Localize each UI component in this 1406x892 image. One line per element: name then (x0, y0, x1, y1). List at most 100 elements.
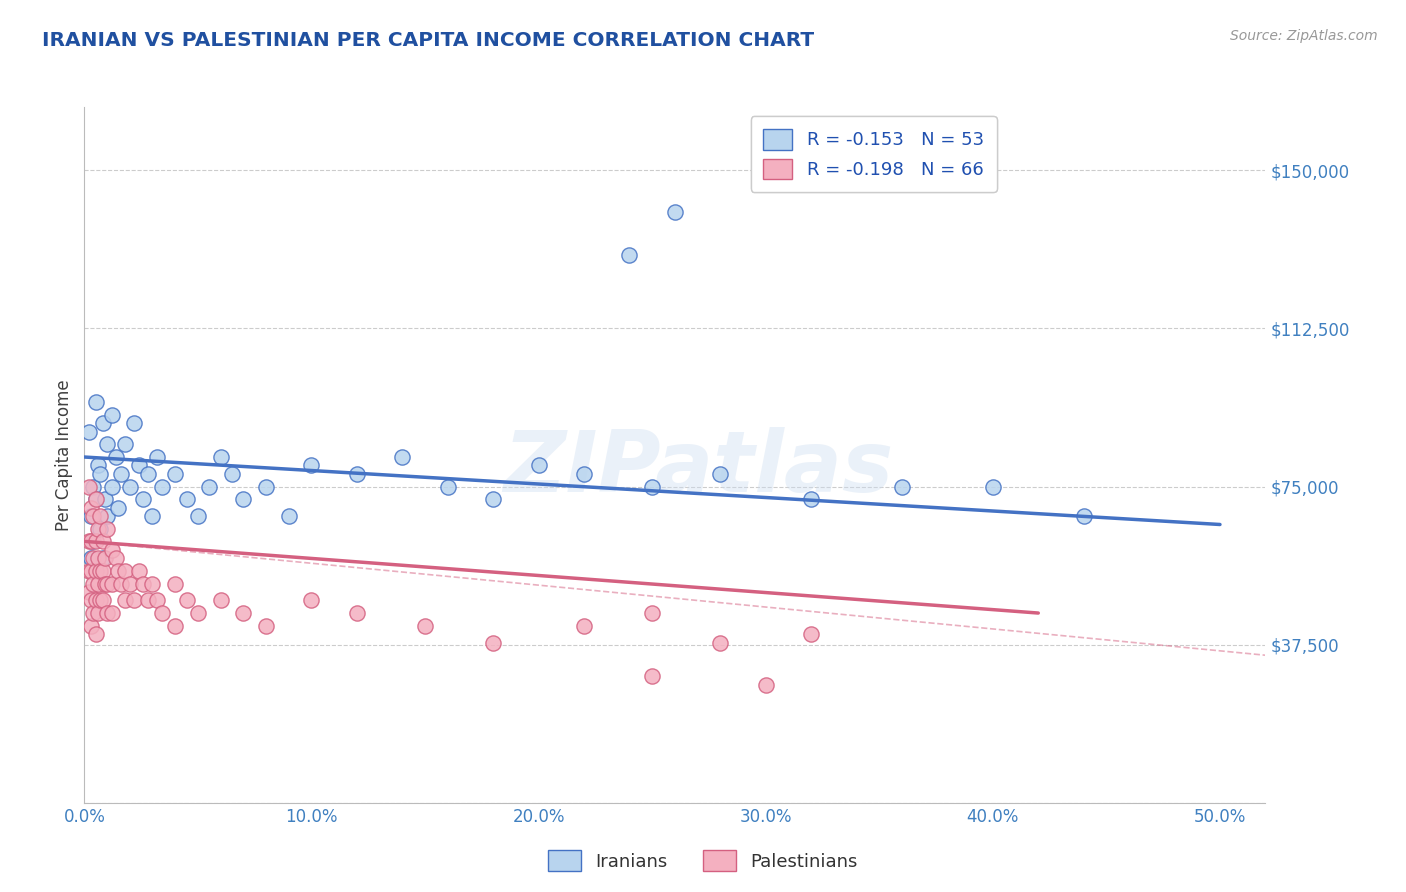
Point (118, 576, 141, 591)
Point (94, 576, 117, 591)
Point (110, 467, 132, 481)
Point (82, 509, 104, 524)
Point (91, 564, 114, 578)
Point (87, 458, 110, 473)
Point (176, 593, 198, 607)
Point (96, 437, 118, 451)
Point (89, 522, 111, 536)
Point (114, 564, 136, 578)
Legend: R = -0.153   N = 53, R = -0.198   N = 66: R = -0.153 N = 53, R = -0.198 N = 66 (751, 116, 997, 192)
Point (641, 606, 664, 620)
Point (124, 593, 146, 607)
Point (87, 522, 110, 536)
Point (80, 500, 103, 515)
Point (89, 564, 111, 578)
Point (277, 509, 299, 524)
Point (301, 458, 323, 473)
Point (482, 635, 505, 649)
Point (391, 450, 413, 464)
Point (755, 678, 778, 692)
Point (150, 479, 173, 493)
Point (209, 450, 232, 464)
Point (110, 576, 132, 591)
Point (413, 618, 436, 632)
Point (128, 458, 150, 473)
Point (187, 509, 209, 524)
Point (165, 467, 187, 481)
Point (619, 247, 641, 261)
Point (91, 551, 114, 566)
Point (84, 492, 107, 507)
Point (709, 635, 731, 649)
Point (981, 479, 1004, 493)
Point (254, 618, 277, 632)
Point (91, 593, 114, 607)
Point (254, 479, 277, 493)
Point (176, 492, 198, 507)
Point (82, 479, 104, 493)
Point (84, 627, 107, 641)
Point (80, 618, 103, 632)
Point (77, 534, 100, 549)
Point (80, 509, 103, 524)
Point (82, 534, 104, 549)
Point (77, 425, 100, 439)
Y-axis label: Per Capita Income: Per Capita Income (55, 379, 73, 531)
Point (84, 564, 107, 578)
Point (209, 593, 232, 607)
Point (664, 205, 686, 219)
Point (82, 576, 104, 591)
Legend: Iranians, Palestinians: Iranians, Palestinians (541, 843, 865, 879)
Point (105, 551, 128, 566)
Point (198, 479, 221, 493)
Point (891, 479, 914, 493)
Point (96, 509, 118, 524)
Point (128, 564, 150, 578)
Point (87, 606, 110, 620)
Point (87, 551, 110, 566)
Point (124, 417, 146, 431)
Point (187, 606, 209, 620)
Point (118, 479, 141, 493)
Point (77, 479, 100, 493)
Point (232, 606, 254, 620)
Point (107, 564, 129, 578)
Point (165, 576, 187, 591)
Point (800, 627, 823, 641)
Point (132, 492, 155, 507)
Point (91, 417, 114, 431)
Point (346, 606, 368, 620)
Point (107, 500, 129, 515)
Point (136, 467, 159, 481)
Text: IRANIAN VS PALESTINIAN PER CAPITA INCOME CORRELATION CHART: IRANIAN VS PALESTINIAN PER CAPITA INCOME… (42, 31, 814, 50)
Point (709, 467, 731, 481)
Point (641, 669, 664, 683)
Point (641, 479, 664, 493)
Point (84, 492, 107, 507)
Point (141, 509, 163, 524)
Point (572, 618, 595, 632)
Point (89, 593, 111, 607)
Point (87, 576, 110, 591)
Point (82, 551, 104, 566)
Point (84, 534, 107, 549)
Point (80, 534, 103, 549)
Point (136, 593, 159, 607)
Point (132, 576, 155, 591)
Point (94, 492, 117, 507)
Point (572, 467, 595, 481)
Point (800, 492, 823, 507)
Point (527, 458, 550, 473)
Point (165, 618, 187, 632)
Point (146, 450, 169, 464)
Point (100, 576, 122, 591)
Point (82, 606, 104, 620)
Point (91, 534, 114, 549)
Point (482, 492, 505, 507)
Point (301, 593, 323, 607)
Point (77, 585, 100, 599)
Point (100, 479, 122, 493)
Point (146, 593, 169, 607)
Text: Source: ZipAtlas.com: Source: ZipAtlas.com (1230, 29, 1378, 43)
Point (150, 606, 173, 620)
